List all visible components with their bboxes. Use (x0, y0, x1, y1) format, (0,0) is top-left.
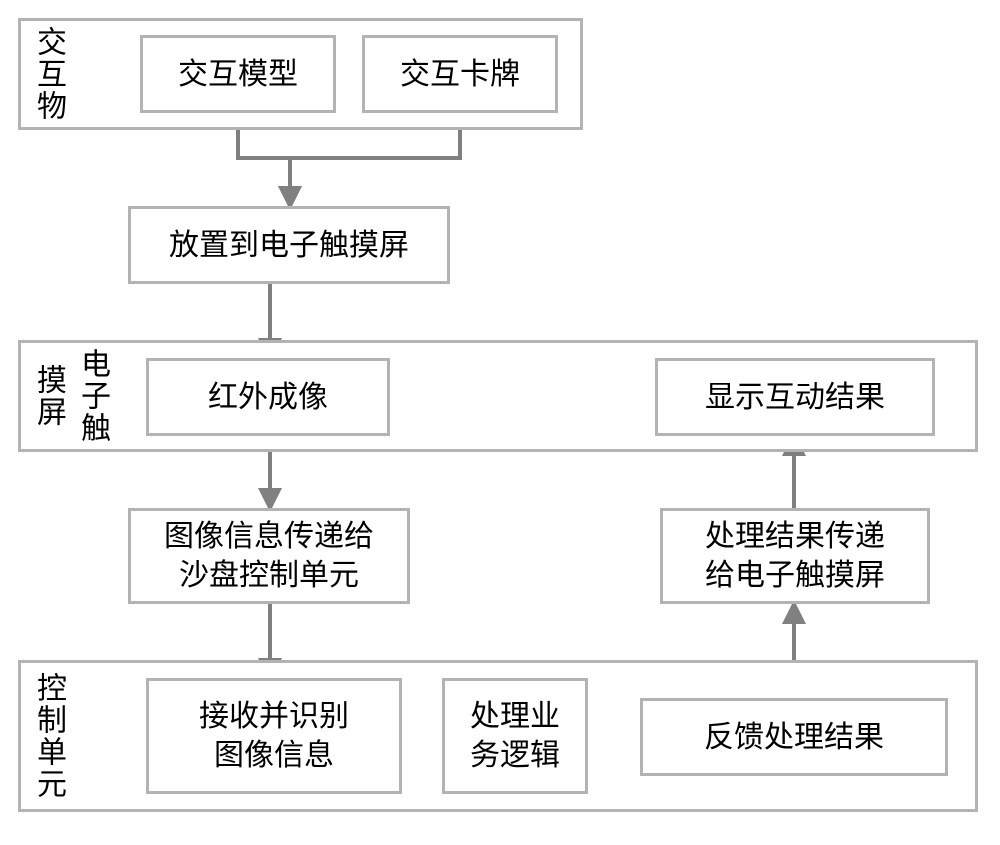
node-n2: 交互卡牌 (362, 35, 558, 113)
node-n9: 处理业 务逻辑 (442, 678, 588, 794)
group-label-g1: 交互物 (26, 18, 70, 130)
node-n4: 红外成像 (146, 358, 390, 436)
node-n5: 显示互动结果 (655, 358, 935, 436)
group-label-g2: 电子触摸屏 (26, 340, 114, 452)
node-n7: 处理结果传递 给电子触摸屏 (660, 508, 930, 604)
group-label-g3: 控制单元 (26, 660, 70, 812)
node-n1: 交互模型 (140, 35, 336, 113)
node-n6: 图像信息传递给 沙盘控制单元 (128, 508, 410, 604)
node-n10: 反馈处理结果 (640, 698, 948, 776)
node-n8: 接收并识别 图像信息 (146, 678, 402, 794)
node-n3: 放置到电子触摸屏 (128, 206, 450, 284)
